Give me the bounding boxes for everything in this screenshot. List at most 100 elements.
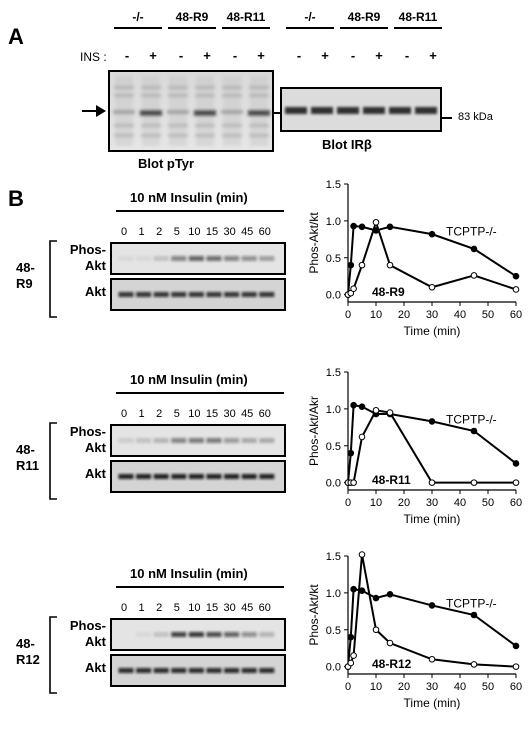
data-point (428, 655, 436, 663)
phos-akt-blot (110, 242, 286, 275)
data-point (386, 261, 394, 269)
blot-band (188, 668, 204, 673)
group-underline (340, 27, 388, 29)
akt-akt-blot (110, 654, 286, 687)
header-underline (116, 586, 284, 588)
irb-blot (280, 87, 442, 132)
series-label-tcptp: TCPTP-/- (446, 225, 497, 239)
series-label-cell-line: 48-R12 (372, 657, 412, 671)
ptyr-faint-band (195, 94, 215, 97)
data-point (512, 479, 520, 486)
header-underline (116, 392, 284, 394)
y-tick-label: 0.0 (326, 478, 341, 490)
x-tick-label: 50 (482, 309, 494, 321)
akt-akt-blot-bands (112, 462, 284, 491)
time-point-label: 0 (120, 226, 128, 238)
time-point-label: 5 (173, 602, 180, 614)
x-tick-label: 0 (345, 309, 351, 321)
data-point (470, 245, 478, 253)
phos-akt-blot-bands (112, 426, 284, 455)
ptyr-faint-band (222, 134, 242, 137)
plus-mark: + (321, 48, 329, 63)
blot-band (206, 256, 222, 261)
phos-akt-label-line1: Phos- (69, 242, 106, 257)
x-tick-label: 40 (454, 497, 466, 509)
insulin-header: 10 nM Insulin (min) (130, 190, 248, 205)
blot-band (171, 668, 187, 673)
minus-mark: - (124, 48, 130, 63)
phos-akt-blot-bands (112, 244, 284, 273)
blot-band (188, 474, 204, 479)
y-axis-label: Phos-Akt/Akr (307, 396, 321, 466)
time-point-label: 10 (188, 408, 201, 420)
lane-group-label: -/- (132, 10, 144, 24)
blot-band (171, 256, 187, 261)
data-point (350, 285, 357, 293)
minus-mark: - (296, 48, 302, 63)
ptyr-faint-band (195, 86, 215, 89)
y-tick-label: 1.5 (326, 367, 341, 379)
blot-band (241, 668, 257, 673)
ptyr-faint-band (222, 124, 242, 127)
x-tick-label: 0 (345, 497, 351, 509)
ptyr-faint-band (141, 134, 161, 137)
data-point (372, 626, 380, 634)
bracket (49, 240, 57, 318)
irb-band (415, 107, 437, 114)
y-tick-label: 1.5 (326, 180, 341, 191)
group-underline (286, 27, 334, 29)
data-point (512, 642, 520, 650)
data-point (350, 585, 357, 593)
cell-line-label-top: 48- (16, 636, 35, 651)
akt-label: Akt (85, 660, 106, 675)
y-axis-label: Phos-Akt/kt (307, 584, 321, 646)
x-tick-label: 30 (426, 497, 438, 509)
time-point-label: 30 (223, 226, 236, 238)
x-tick-label: 60 (510, 497, 522, 509)
time-point-label: 30 (223, 408, 236, 420)
group-underline (222, 27, 270, 29)
y-tick-label: 1.0 (326, 588, 341, 600)
blot-band (259, 668, 275, 673)
blot-band (259, 632, 275, 637)
akt-akt-blot-bands (112, 280, 284, 309)
time-point-label: 5 (173, 226, 180, 238)
data-point (350, 479, 357, 486)
data-point (386, 223, 394, 231)
blot-band (136, 474, 152, 479)
x-tick-label: 20 (398, 681, 410, 693)
blot-band (224, 256, 240, 261)
bracket (49, 616, 57, 694)
time-point-label: 45 (241, 226, 254, 238)
ptyr-caption: Blot pTyr (138, 156, 195, 171)
blot-band (171, 632, 187, 637)
cell-line-label-bottom: R11 (16, 458, 40, 473)
data-point (358, 261, 366, 269)
data-point (512, 286, 520, 293)
data-point (470, 611, 478, 619)
data-point (347, 659, 355, 667)
insulin-header: 10 nM Insulin (min) (130, 566, 248, 581)
x-tick-label: 10 (370, 497, 382, 509)
x-tick-label: 60 (510, 681, 522, 693)
data-point (350, 222, 357, 230)
group-underline (394, 27, 442, 29)
blot-band (206, 292, 222, 297)
data-point (358, 403, 366, 410)
x-tick-label: 20 (398, 497, 410, 509)
x-tick-label: 40 (454, 309, 466, 321)
blot-band (153, 292, 169, 297)
y-axis-label: Phos-Akt/kt (307, 212, 321, 274)
data-point (470, 272, 478, 279)
blot-band (206, 668, 222, 673)
blot-band (241, 474, 257, 479)
series-label-cell-line: 48-R9 (372, 285, 405, 299)
x-tick-label: 30 (426, 681, 438, 693)
irb-band (389, 107, 411, 114)
x-axis-label: Time (min) (404, 324, 461, 338)
phos-akt-label-line2: Akt (85, 440, 106, 455)
data-point (386, 409, 394, 416)
time-point-label: 1 (138, 226, 145, 238)
time-point-label: 45 (241, 408, 254, 420)
cell-line-label-top: 48- (16, 260, 35, 275)
